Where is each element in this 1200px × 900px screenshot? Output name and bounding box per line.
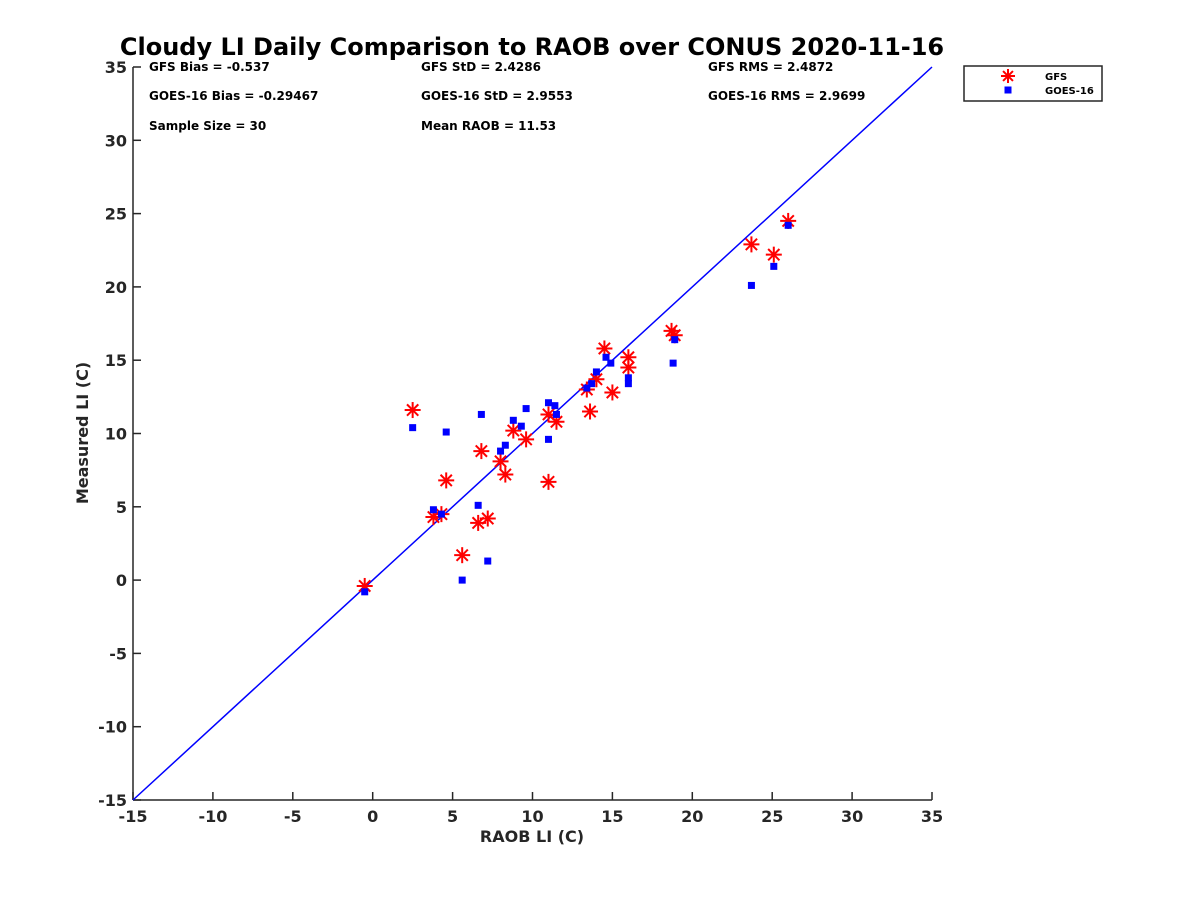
goes16-point [477, 410, 485, 418]
x-tick-label: 10 [521, 807, 543, 826]
goes16-point [544, 399, 552, 407]
one-to-one-reference-line [132, 66, 933, 801]
goes16-point [592, 368, 600, 376]
gfs-point [505, 422, 522, 439]
gfs-point [743, 236, 760, 253]
legend-entries: GFS GOES-16 [1001, 69, 1094, 97]
stats-annotations: GFS Bias = -0.537 GFS StD = 2.4286 GFS RMS… [149, 60, 865, 133]
y-tick-label: 20 [105, 278, 127, 297]
legend-marker-goes16 [1004, 86, 1012, 94]
gfs-point [438, 472, 455, 489]
goes16-point [552, 410, 560, 418]
gfs-point [473, 443, 490, 460]
gfs-point [454, 547, 471, 564]
goes16-point [474, 501, 482, 509]
y-tick-label: -15 [98, 791, 127, 810]
stat-text: Sample Size = 30 [149, 119, 266, 133]
x-tick-label: 30 [841, 807, 863, 826]
goes16-point [497, 447, 505, 455]
y-tick-label: 30 [105, 131, 127, 150]
goes16-point [607, 359, 615, 367]
gfs-point [765, 246, 782, 263]
stat-text: GOES-16 Bias = -0.29467 [149, 89, 318, 103]
gfs-point [518, 431, 535, 448]
legend-label: GOES-16 [1045, 86, 1094, 97]
goes16-point [624, 374, 632, 382]
x-tick-label: -10 [198, 807, 227, 826]
x-axis-ticks: -15 -10 -5 0 5 10 15 20 25 30 35 [119, 792, 943, 826]
x-tick-label: 25 [761, 807, 783, 826]
goes16-point [784, 221, 792, 229]
goes16-point [517, 422, 525, 430]
series-gfs [356, 212, 797, 594]
y-tick-label: 15 [105, 351, 127, 370]
chart-title: Cloudy LI Daily Comparison to RAOB over … [120, 33, 944, 61]
y-tick-label: 10 [105, 425, 127, 444]
goes16-point [583, 384, 591, 392]
goes16-point [501, 441, 509, 449]
goes16-point [747, 281, 755, 289]
gfs-point [497, 466, 514, 483]
x-tick-label: 15 [601, 807, 623, 826]
y-tick-label: 5 [116, 498, 127, 517]
x-tick-label: 0 [367, 807, 378, 826]
gfs-point [479, 510, 496, 527]
x-tick-label: -15 [119, 807, 148, 826]
goes16-point [442, 428, 450, 436]
legend-marker-gfs [1001, 69, 1015, 83]
stat-text: Mean RAOB = 11.53 [421, 119, 556, 133]
gfs-point [404, 402, 421, 419]
goes16-point [602, 353, 610, 361]
x-axis-label: RAOB LI (C) [480, 827, 584, 846]
x-tick-label: -5 [284, 807, 302, 826]
goes16-point [429, 506, 437, 514]
goes16-point [671, 336, 679, 344]
gfs-point [620, 349, 637, 366]
legend-box [963, 65, 1103, 102]
x-tick-label: 5 [447, 807, 458, 826]
goes16-point [624, 380, 632, 388]
goes16-point [409, 424, 417, 432]
goes16-point [551, 402, 559, 410]
y-axis-ticks: -15 -10 -5 0 5 10 15 20 25 30 35 [98, 58, 141, 810]
x-tick-label: 20 [681, 807, 703, 826]
data-series [356, 212, 797, 596]
gfs-point [780, 212, 797, 229]
y-tick-label: 35 [105, 58, 127, 77]
gfs-point [540, 473, 557, 490]
one-to-one-line [132, 66, 933, 801]
goes16-point [509, 416, 517, 424]
goes16-point [437, 510, 445, 518]
stat-text: GFS StD = 2.4286 [421, 60, 541, 74]
y-tick-label: 0 [116, 571, 127, 590]
gfs-point [604, 384, 621, 401]
stat-text: GFS RMS = 2.4872 [708, 60, 833, 74]
x-tick-label: 35 [921, 807, 943, 826]
goes16-point [770, 262, 778, 270]
goes16-point [484, 557, 492, 565]
legend: GFS GOES-16 [963, 65, 1103, 102]
y-axis-label: Measured LI (C) [73, 362, 92, 504]
goes16-point [544, 435, 552, 443]
stat-text: GOES-16 StD = 2.9553 [421, 89, 573, 103]
y-tick-label: -5 [109, 644, 127, 663]
gfs-point [492, 453, 509, 470]
gfs-point [620, 359, 637, 376]
goes16-point [458, 576, 466, 584]
y-tick-label: 25 [105, 205, 127, 224]
stat-text: GOES-16 RMS = 2.9699 [708, 89, 865, 103]
stat-text: GFS Bias = -0.537 [149, 60, 270, 74]
y-tick-label: -10 [98, 718, 127, 737]
goes16-point [522, 405, 530, 413]
series-goes-16 [361, 221, 792, 596]
legend-label: GFS [1045, 72, 1067, 83]
gfs-point [582, 403, 599, 420]
goes16-point [669, 359, 677, 367]
goes16-point [588, 380, 596, 388]
goes16-point [361, 588, 369, 596]
